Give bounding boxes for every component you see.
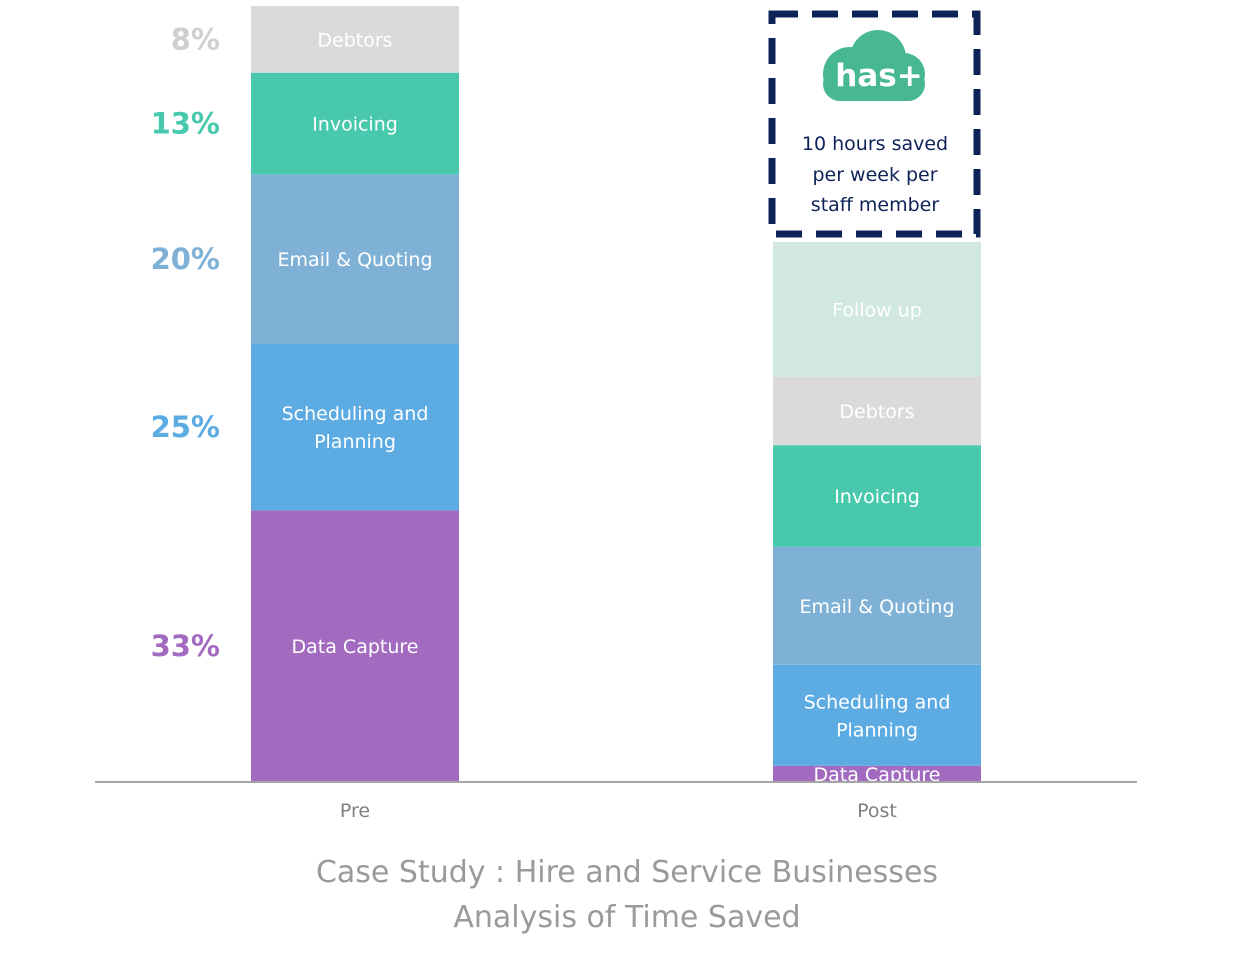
segment-label-post-invoicing: Invoicing [834, 486, 920, 508]
chart-title: Case Study : Hire and Service Businesses… [316, 855, 938, 935]
bar-segment-post-invoicing [773, 445, 981, 547]
percent-label-33: 33% [151, 629, 220, 663]
segment-label-pre-data-capture: Data Capture [292, 636, 419, 658]
segment-label-pre-scheduling-and-planning-line-2: Planning [314, 431, 396, 453]
bar-segment-pre-debtors [251, 6, 459, 73]
callout-dashed-box [768, 10, 981, 238]
bar-segment-pre-scheduling-and-planning [251, 343, 459, 511]
segment-label-post-follow-up: Follow up [832, 299, 922, 321]
bars-group: Data Capture Scheduling and Planning Email … [251, 6, 981, 786]
segment-label-pre-email-and-quoting: Email & Quoting [277, 249, 432, 271]
bar-segment-pre-invoicing [251, 72, 459, 175]
segment-label-pre-invoicing: Invoicing [312, 114, 398, 136]
segment-label-post-email-and-quoting: Email & Quoting [799, 596, 954, 618]
segment-label-pre-debtors: Debtors [317, 29, 392, 51]
segment-label-pre-scheduling-and-planning-line-1: Scheduling and [282, 403, 429, 425]
category-label-pre: Pre [340, 800, 370, 822]
callout-line-3: staff member [811, 194, 940, 216]
category-labels-group: Pre Post [340, 800, 897, 822]
segment-label-post-debtors: Debtors [839, 401, 914, 423]
logo-text: has+ [835, 58, 922, 94]
percent-label-13: 13% [151, 107, 220, 141]
segment-label-post-scheduling-and-planning-line-2: Planning [836, 719, 918, 741]
category-label-post: Post [857, 800, 897, 822]
bar-segment-post-email-and-quoting [773, 546, 981, 665]
callout-line-2: per week per [812, 164, 937, 186]
segment-label-post-scheduling-and-planning-line-1: Scheduling and [804, 691, 951, 713]
bar-segment-pre-data-capture [251, 510, 459, 782]
cloud-logo-icon: has+ [823, 30, 925, 101]
bar-segment-pre-email-and-quoting [251, 174, 459, 344]
chart-title-line-1: Case Study : Hire and Service Businesses [316, 855, 938, 890]
percent-labels-group: 33% 25% 20% 13% 8% [151, 22, 220, 663]
bar-segment-post-debtors [773, 376, 981, 446]
bar-segment-post-scheduling-and-planning [773, 664, 981, 766]
percent-label-20: 20% [151, 242, 220, 276]
percent-label-8: 8% [171, 22, 220, 56]
percent-label-25: 25% [151, 410, 220, 444]
segment-label-post-data-capture: Data Capture [814, 764, 941, 786]
callout-line-1: 10 hours saved [802, 133, 948, 155]
chart-title-line-2: Analysis of Time Saved [453, 900, 800, 935]
has-plus-callout: has+ 10 hours saved per week per staff m… [768, 10, 981, 238]
bar-segment-post-data-capture [773, 765, 981, 782]
bar-segment-post-follow-up [773, 241, 981, 377]
